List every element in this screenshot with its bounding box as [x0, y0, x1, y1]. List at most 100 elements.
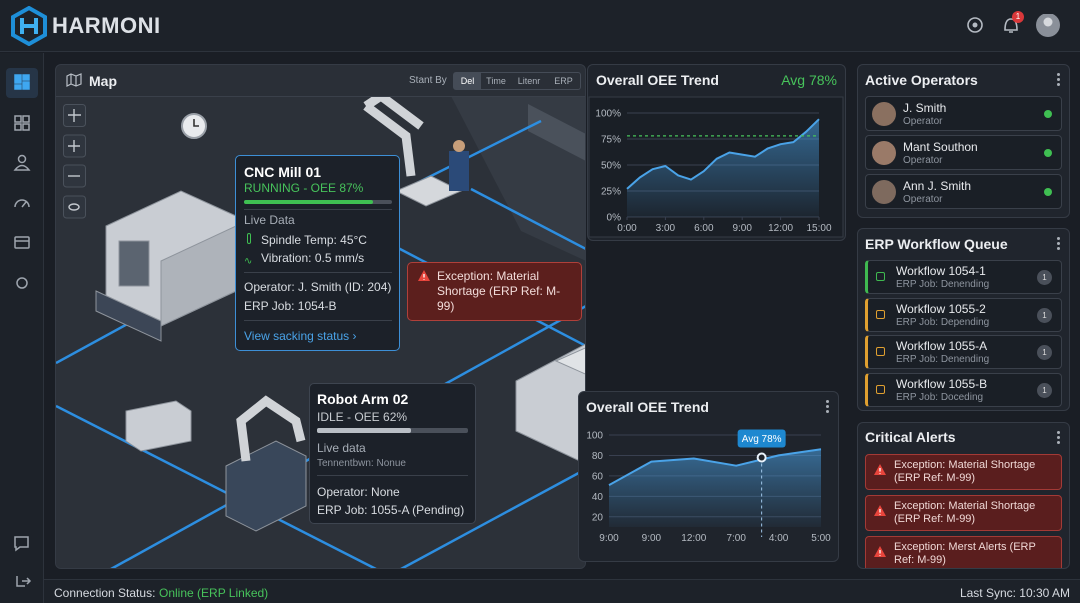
- alert-item[interactable]: Exception: Material Shortage (ERP Ref: M…: [865, 495, 1062, 531]
- status-label: Connection Status:: [54, 586, 156, 600]
- operator-name: Ann J. Smith: [903, 179, 972, 193]
- filter-option[interactable]: ERP: [554, 76, 573, 86]
- last-sync: Last Sync: 10:30 AM: [959, 586, 1070, 600]
- operator: Operator: J. Smith (ID: 204): [244, 280, 392, 294]
- sidebar-active[interactable]: [6, 68, 38, 98]
- operator-role: Operator: [903, 116, 943, 127]
- exception-popup: Exception: Material Shortage (ERP Ref: M…: [407, 262, 582, 321]
- workflow-job: ERP Job: Doceding: [896, 391, 984, 403]
- y-tick-label: 80: [592, 451, 604, 462]
- menu-button[interactable]: [1057, 431, 1061, 445]
- decoration: [68, 203, 80, 211]
- marker-label: Avg 78%: [742, 434, 782, 445]
- status-value: Online (ERP Linked): [159, 586, 269, 600]
- notification-badge: 1: [1012, 11, 1024, 23]
- dashboard-icon[interactable]: [14, 74, 30, 90]
- layout-icon[interactable]: [14, 115, 30, 131]
- card-icon[interactable]: [14, 236, 30, 249]
- scene-shape: [528, 104, 585, 161]
- machine-popup: Robot Arm 02 IDLE - OEE 62% Live data Te…: [309, 383, 476, 524]
- decoration: [14, 74, 22, 84]
- view-button[interactable]: [63, 195, 86, 219]
- logo-icon: [11, 6, 47, 46]
- map-icon: [66, 73, 82, 87]
- divider: [244, 272, 392, 273]
- decoration: [14, 236, 30, 249]
- alert-item[interactable]: Exception: Material Shortage (ERP Ref: M…: [865, 454, 1062, 490]
- y-tick-label: 100%: [595, 109, 621, 120]
- operator-card[interactable]: Mant Southon Operator: [865, 135, 1062, 170]
- metric: Vibration: 0.5 mm/s: [261, 251, 365, 265]
- scene-shape: [400, 468, 585, 568]
- operator-card[interactable]: Ann J. Smith Operator: [865, 174, 1062, 209]
- machine-status: IDLE - OEE 62%: [317, 410, 408, 424]
- workflow-name: Workflow 1055-B: [896, 376, 988, 391]
- workflow-icon: [876, 384, 885, 394]
- workflow-name: Workflow 1055-A: [896, 339, 988, 353]
- decoration: [13, 164, 31, 171]
- menu-button[interactable]: [1057, 237, 1061, 251]
- header: [0, 0, 1080, 52]
- erp-job: ERP Job: 1055-A (Pending): [317, 503, 465, 517]
- progress-track: [244, 200, 392, 204]
- workflow-icon: [876, 309, 885, 319]
- sidebar: [0, 53, 44, 603]
- avatar: [872, 102, 896, 126]
- map-title: Map: [89, 73, 117, 89]
- gear-icon[interactable]: [16, 277, 28, 289]
- bell-icon[interactable]: [1004, 18, 1018, 33]
- decoration: [68, 109, 81, 122]
- sidebar-icons: [13, 74, 32, 587]
- chat-icon[interactable]: [14, 536, 29, 552]
- settings-icon[interactable]: [967, 17, 983, 33]
- map-header-divider: [56, 96, 585, 97]
- y-tick-label: 0%: [607, 213, 622, 224]
- logout-icon[interactable]: [16, 576, 32, 587]
- decoration: [1057, 242, 1060, 245]
- operator-role: Operator: [903, 194, 943, 205]
- decoration: [14, 84, 22, 90]
- settings-icon-core: [972, 22, 978, 28]
- decoration: [22, 115, 30, 123]
- decoration: [22, 74, 30, 81]
- scene-shape: [236, 395, 306, 462]
- status-link[interactable]: View sacking status ›: [244, 329, 357, 343]
- x-tick-label: 15:00: [806, 223, 831, 234]
- operator-card[interactable]: J. Smith Operator: [865, 96, 1062, 131]
- divider: [244, 209, 392, 210]
- workflow-card[interactable]: Workflow 1055-B ERP Job: Doceding 1: [865, 372, 1062, 407]
- users-icon[interactable]: [13, 154, 31, 171]
- workflow-job: ERP Job: Denending: [896, 279, 990, 290]
- metric: Tennentbwn: Nonue: [317, 458, 406, 469]
- scene-shape: [125, 400, 192, 452]
- x-tick-label: 12:00: [681, 533, 706, 544]
- area: [609, 449, 821, 527]
- divider: [244, 320, 392, 321]
- workflow-card[interactable]: Workflow 1054-1 ERP Job: Denending 1: [865, 260, 1062, 294]
- x-tick-label: 6:00: [694, 223, 714, 234]
- filter-option[interactable]: Del: [454, 73, 481, 89]
- y-tick-label: 50%: [601, 161, 621, 172]
- decoration: [22, 81, 30, 90]
- workflow-card[interactable]: Workflow 1055-2 ERP Job: Depending 1: [865, 297, 1062, 332]
- area: [627, 119, 819, 217]
- filter-option[interactable]: Litenr: [517, 76, 541, 86]
- menu-button[interactable]: [1057, 73, 1061, 87]
- decoration: [1057, 431, 1060, 434]
- footer: Connection Status: Online (ERP Linked) L…: [44, 579, 1080, 603]
- workflow-card[interactable]: Workflow 1055-A ERP Job: Denending 1: [865, 335, 1062, 369]
- chart-title: Overall OEE Trend: [586, 399, 709, 415]
- filter-option[interactable]: Time: [486, 76, 506, 86]
- menu-button[interactable]: [826, 400, 830, 414]
- alert-item[interactable]: Exception: Merst Alerts (ERP Ref: M-99): [865, 536, 1062, 568]
- count-badge: 1: [1037, 382, 1052, 398]
- logo-text: HARMONI: [52, 13, 161, 38]
- decoration: [1057, 436, 1060, 439]
- online-dot: [1044, 149, 1052, 157]
- line: [626, 118, 820, 190]
- progress-track: [317, 428, 468, 433]
- panel-title: Critical Alerts: [865, 429, 956, 445]
- workflow-job: ERP Job: Depending: [896, 316, 990, 328]
- gauge-icon[interactable]: [14, 199, 30, 208]
- average-label: Avg 78%: [781, 72, 837, 88]
